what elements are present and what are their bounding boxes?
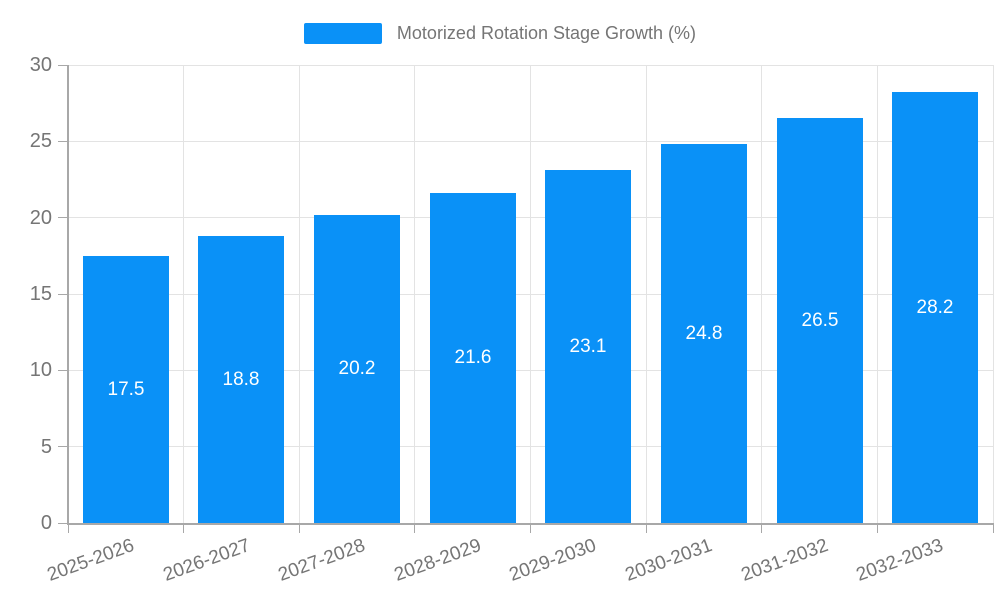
y-tick-label: 5 bbox=[40, 435, 52, 458]
bar-value-label: 20.2 bbox=[338, 358, 376, 379]
bar[interactable] bbox=[661, 144, 747, 523]
x-tick-label: 2031-2032 bbox=[738, 535, 831, 586]
v-gridline bbox=[645, 65, 647, 523]
bar-value-label: 21.6 bbox=[454, 347, 492, 368]
x-axis-line bbox=[67, 523, 994, 525]
y-tick-mark bbox=[58, 217, 67, 219]
bar[interactable] bbox=[198, 236, 284, 523]
y-tick-mark bbox=[58, 64, 67, 66]
x-tick-label: 2032-2033 bbox=[853, 535, 947, 586]
y-tick-label: 15 bbox=[29, 283, 52, 305]
y-tick-label: 10 bbox=[29, 359, 52, 382]
x-tick-label: 2025-2026 bbox=[44, 535, 137, 586]
bar[interactable] bbox=[892, 92, 978, 523]
y-tick-mark bbox=[58, 293, 67, 295]
y-tick-mark bbox=[58, 446, 67, 448]
v-gridline bbox=[876, 65, 878, 523]
bar-value-label: 18.8 bbox=[222, 368, 260, 390]
legend-swatch[interactable] bbox=[303, 22, 382, 44]
v-gridline bbox=[414, 65, 416, 523]
bar-value-label: 23.1 bbox=[569, 335, 607, 357]
x-tick-label: 2029-2030 bbox=[506, 535, 600, 586]
x-tick-mark bbox=[876, 524, 878, 533]
x-tick-mark bbox=[530, 524, 531, 533]
x-tick-mark bbox=[645, 524, 647, 533]
x-tick-mark bbox=[414, 524, 416, 533]
bar[interactable] bbox=[777, 118, 863, 523]
y-tick-label: 25 bbox=[29, 130, 52, 153]
v-gridline bbox=[183, 65, 185, 523]
y-tick-label: 20 bbox=[29, 206, 52, 229]
plot-area: 0 5 10 15 20 25 30 17.5 2025-2026 18.8 2026-2027 20… bbox=[30, 54, 994, 586]
y-tick-mark bbox=[58, 369, 67, 371]
y-tick-mark bbox=[58, 522, 67, 524]
legend[interactable]: Motorized Rotation Stage Growth (%) bbox=[0, 20, 1000, 46]
y-tick-label: 0 bbox=[40, 512, 52, 534]
v-gridline bbox=[761, 65, 763, 523]
y-tick-label: 30 bbox=[29, 54, 52, 76]
bar[interactable] bbox=[545, 170, 631, 523]
v-gridline bbox=[298, 65, 300, 523]
x-tick-mark bbox=[183, 524, 185, 533]
bar[interactable] bbox=[314, 215, 400, 523]
y-axis-line bbox=[67, 65, 69, 523]
x-tick-mark bbox=[67, 524, 69, 533]
bar-value-label: 28.2 bbox=[916, 296, 954, 318]
x-tick-label: 2027-2028 bbox=[275, 535, 369, 586]
legend-label: Motorized Rotation Stage Growth (%) bbox=[396, 22, 697, 43]
bar-value-label: 26.5 bbox=[801, 309, 839, 331]
bar[interactable] bbox=[83, 256, 169, 523]
x-tick-mark bbox=[761, 524, 763, 533]
v-gridline bbox=[530, 65, 531, 523]
x-tick-mark bbox=[992, 524, 994, 533]
x-tick-label: 2028-2029 bbox=[391, 535, 484, 586]
bar-value-label: 17.5 bbox=[107, 378, 145, 400]
bar-value-label: 24.8 bbox=[685, 322, 723, 344]
bar[interactable] bbox=[430, 193, 516, 523]
v-gridline bbox=[992, 65, 994, 523]
x-tick-mark bbox=[298, 524, 300, 533]
y-tick-mark bbox=[58, 140, 67, 142]
x-tick-label: 2026-2027 bbox=[160, 535, 253, 586]
x-tick-label: 2030-2031 bbox=[622, 535, 716, 586]
